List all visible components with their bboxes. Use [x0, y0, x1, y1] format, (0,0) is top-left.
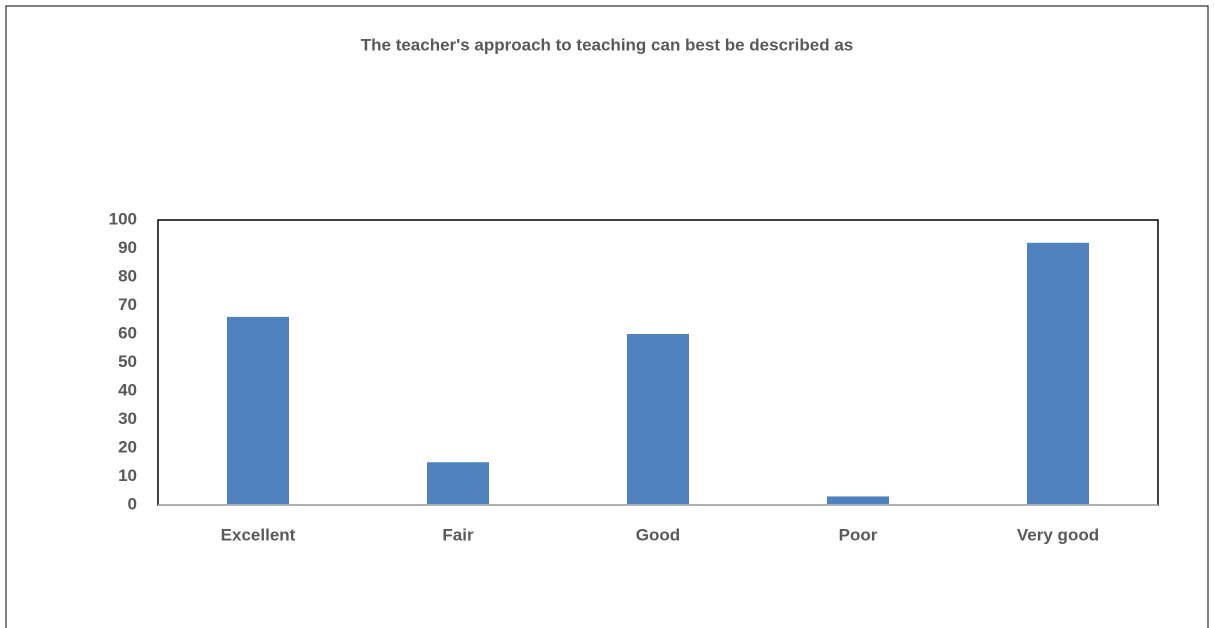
x-tick-label: Fair	[442, 525, 474, 544]
y-tick-label: 90	[118, 238, 137, 257]
x-tick-label: Excellent	[221, 525, 296, 544]
bar	[227, 316, 289, 505]
y-tick-label: 0	[128, 494, 137, 513]
y-tick-label: 30	[118, 409, 137, 428]
chart-title: The teacher's approach to teaching can b…	[361, 35, 853, 54]
y-tick-label: 10	[118, 466, 137, 485]
y-tick-label: 70	[118, 295, 137, 314]
x-tick-label: Poor	[839, 525, 878, 544]
bar	[1027, 242, 1089, 506]
y-tick-label: 60	[118, 323, 137, 342]
chart-frame	[5, 5, 1209, 628]
bar	[827, 496, 889, 505]
y-tick-label: 50	[118, 352, 137, 371]
x-tick-label: Very good	[1017, 525, 1099, 544]
y-tick-label: 20	[118, 437, 137, 456]
y-tick-label: 100	[109, 209, 137, 228]
bar	[427, 462, 489, 505]
y-tick-label: 40	[118, 380, 137, 399]
y-tick-label: 80	[118, 266, 137, 285]
bar	[627, 334, 689, 505]
x-tick-label: Good	[636, 525, 680, 544]
